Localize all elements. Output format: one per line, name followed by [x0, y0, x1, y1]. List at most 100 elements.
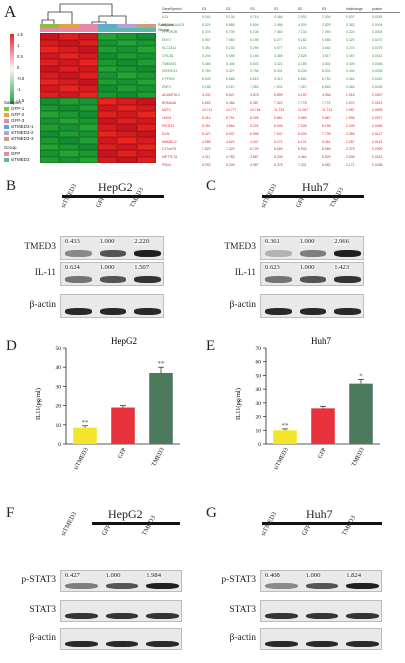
table-cell: 6.158	[202, 85, 211, 90]
heatmap-cell	[117, 33, 137, 40]
table-cell: 6.598	[250, 131, 259, 136]
table-cell: 8.659	[274, 147, 283, 152]
table-cell: 4.502	[322, 61, 331, 66]
heatmap-cell	[59, 65, 79, 72]
table-cell: 5.166	[250, 53, 259, 58]
table-cell: C17orf78	[162, 147, 176, 152]
blot-strip: 0.408 1.000 1.824	[260, 570, 382, 592]
color-scale-tick: 1.5	[17, 32, 23, 37]
band-quantification: 0.624	[65, 264, 80, 271]
table-cell: PSD4	[162, 163, 171, 168]
blot-band	[346, 641, 379, 648]
table-cell: MAMDC2	[162, 139, 177, 144]
table-cell: IL11	[162, 14, 169, 19]
table-cell: 6.484	[226, 100, 235, 105]
heatmap-cell	[78, 65, 98, 72]
table-cell: 3.660	[322, 46, 331, 51]
legend-label: GFP-1	[11, 106, 25, 111]
heatmap-cell	[78, 85, 98, 92]
panel-b-title-bar	[62, 195, 164, 198]
table-cell: 0.0004	[372, 30, 383, 35]
table-cell: 7.778	[298, 100, 307, 105]
panel-label-f: F	[6, 505, 15, 521]
table-cell: 3.421	[274, 61, 283, 66]
table-row: DCN 6.427 6.937 6.598 7.547 8.033 7.739 2.355 0.…	[162, 130, 400, 138]
table-cell: 5.351	[202, 46, 211, 51]
heatmap-cell	[117, 46, 137, 53]
table-cell: 3.887	[250, 155, 259, 160]
heatmap-cell	[98, 124, 118, 131]
table-row: ZNF3 6.158 6.167 7.083 7.601 7.067 6.583 0.464 0…	[162, 83, 400, 91]
table-cell: 7.322	[274, 100, 283, 105]
table-cell: 5.244	[202, 53, 211, 58]
group-legend-title: Group	[4, 145, 17, 150]
blot-band	[305, 613, 339, 620]
table-cell: 4.047	[250, 139, 259, 144]
panel-b-title: HepG2	[98, 180, 133, 194]
heatmap-cell	[136, 59, 156, 66]
y-tick-label: 40	[256, 387, 262, 393]
table-cell: 5.249	[226, 163, 235, 168]
table-cell: 0.320	[346, 38, 355, 43]
table-header-cell: G3	[250, 6, 255, 11]
heatmap-cell	[98, 156, 118, 163]
significance-marker: **	[282, 422, 290, 430]
y-tick-label: 50	[56, 346, 62, 352]
heatmap-cell	[40, 59, 60, 66]
table-cell: 6.167	[226, 85, 235, 90]
table-cell: 0.0445	[372, 124, 383, 129]
table-cell: 7.026	[298, 124, 307, 129]
heatmap-cell	[117, 39, 137, 46]
table-row: ADAMTSL2 4.232 5.847 3.878 5.899 6.190 4.956 1.…	[162, 91, 400, 99]
heatmap-cell	[136, 130, 156, 137]
heatmap-cell	[98, 65, 118, 72]
heatmap-cell	[117, 111, 137, 118]
heatmap-cell	[40, 33, 60, 40]
panel-label-a: A	[4, 2, 17, 21]
blot-strip	[60, 294, 164, 318]
heatmap-cell	[78, 104, 98, 111]
legend-swatch	[4, 113, 9, 117]
panel-f-title-bar	[92, 522, 180, 525]
samples-legend-title: Samples	[4, 100, 22, 105]
legend-label: siTMED3-2	[11, 130, 34, 135]
table-row: MAMDC2 4.285 4.622 4.047 5.272 6.101 5.451 2.25…	[162, 138, 400, 146]
blot-band	[346, 583, 379, 590]
table-cell: 7.423	[226, 147, 235, 152]
heatmap-cell	[98, 111, 118, 118]
heatmap-cell	[59, 59, 79, 66]
table-cell: 0.0013	[372, 100, 383, 105]
band-quantification: 1.000	[105, 572, 121, 579]
table-cell: ZNF3	[162, 85, 171, 90]
heatmap-cell	[40, 156, 60, 163]
legend-label: GFP-2	[11, 112, 25, 117]
table-header-cell: foldchange	[346, 6, 363, 11]
band-quantification: 0.408	[265, 572, 280, 579]
table-cell: 3.517	[322, 53, 331, 58]
gene-expression-table: GeneSymbol G1 G2 G3 S1 S2 S3 foldchange pvalue IL…	[162, 5, 400, 169]
y-tick-label: 30	[56, 384, 62, 390]
legend-swatch	[4, 158, 9, 162]
blot-strip: 0.427 1.000 1.984	[60, 570, 182, 592]
table-cell: 4.309	[298, 22, 307, 27]
band-quantification: 2.220	[134, 238, 150, 245]
table-cell: 5.899	[274, 92, 283, 97]
blot-band	[134, 308, 161, 315]
table-cell: 5.598	[226, 53, 235, 58]
table-row: PIEZO3 5.491 4.864 5.224 6.045 7.026 6.198 2.24…	[162, 122, 400, 130]
heatmap-cell	[136, 124, 156, 131]
table-cell: 0.0307	[372, 92, 383, 97]
group-legend: Group GFP siTMED3	[4, 145, 30, 163]
color-scale-bar	[10, 34, 14, 104]
annotation-samples-label: Samples	[158, 22, 174, 27]
heatmap-cell	[78, 150, 98, 157]
table-cell: 7.050	[322, 30, 331, 35]
heatmap-cell	[136, 143, 156, 150]
table-cell: 8.301	[274, 69, 283, 74]
blot-row-label: STAT3	[29, 605, 56, 615]
table-cell: 6.198	[322, 124, 331, 129]
table-cell: 0.0005	[372, 108, 383, 113]
table-cell: 0.461	[346, 77, 355, 82]
heatmap-cell	[59, 78, 79, 85]
table-cell: 7.772	[322, 100, 331, 105]
